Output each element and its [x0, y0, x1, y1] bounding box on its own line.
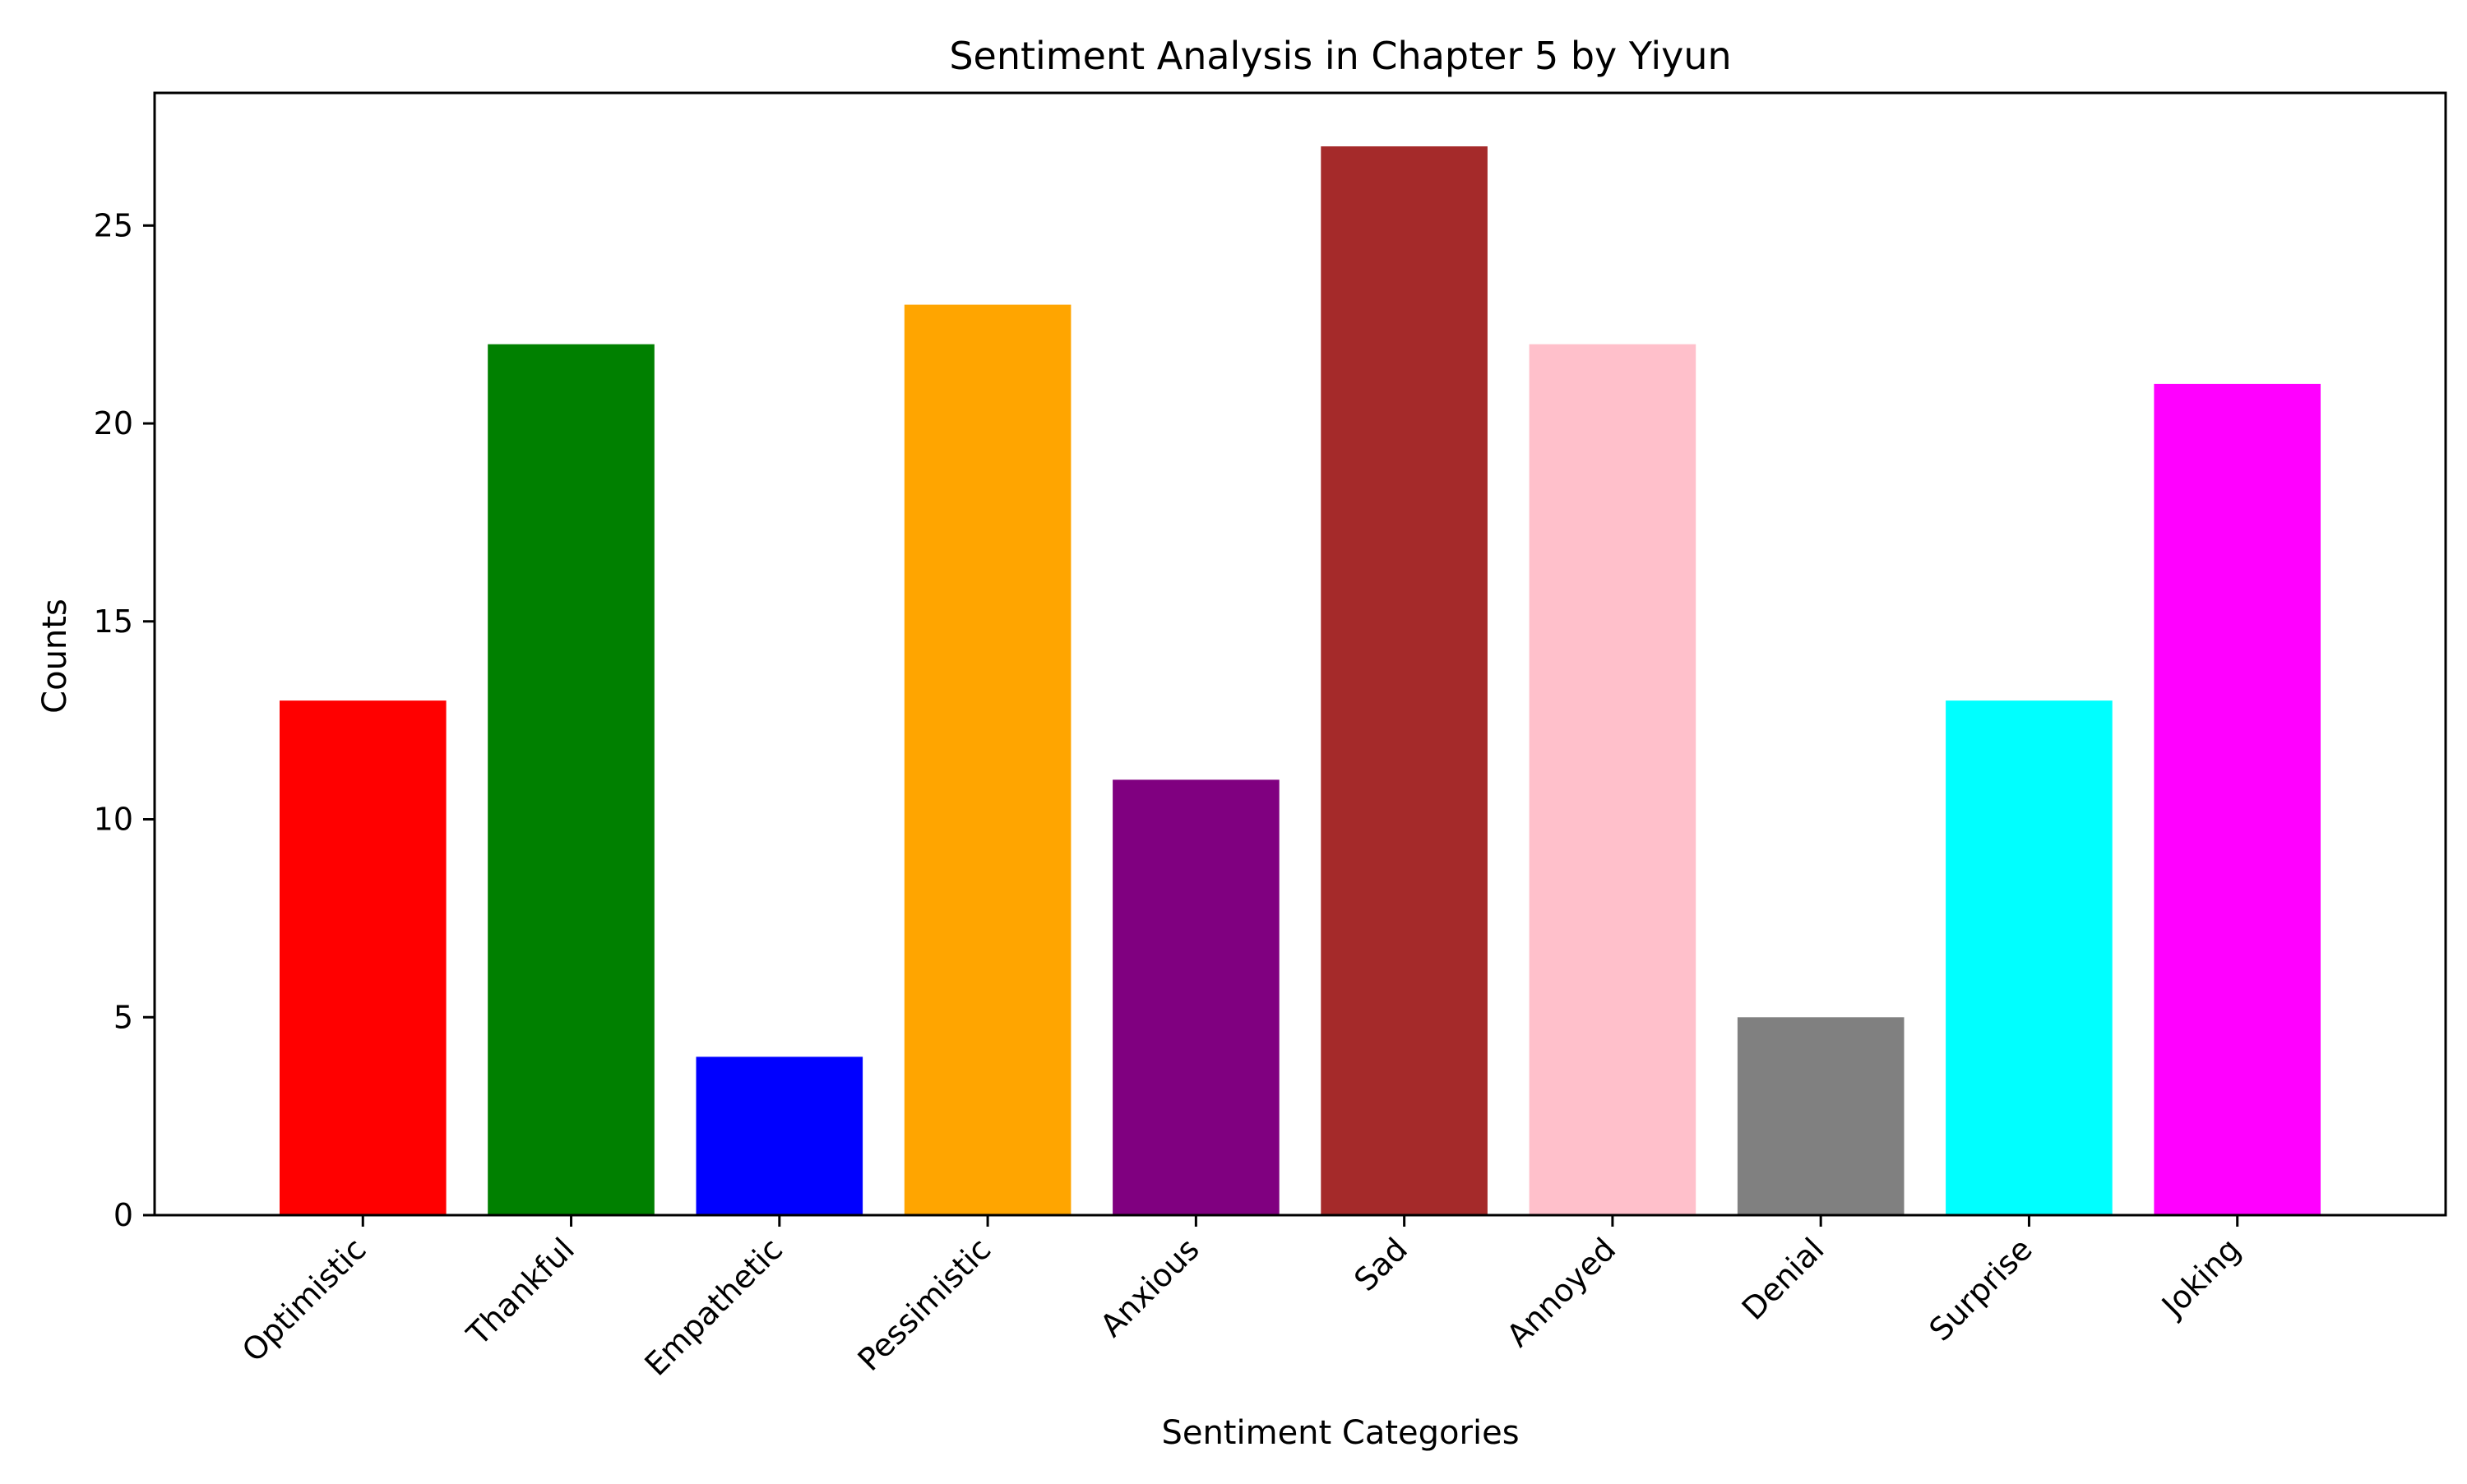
plot-frame	[153, 91, 2447, 1217]
bar-joking	[2154, 383, 2321, 1215]
y-tick-label: 10	[94, 802, 133, 838]
x-axis-label: Sentiment Categories	[1161, 1414, 1519, 1452]
bar-empathetic	[696, 1056, 863, 1215]
x-tick-label: Sad	[1347, 1231, 1414, 1298]
chart-title: Sentiment Analysis in Chapter 5 by Yiyun	[949, 34, 1731, 78]
x-tick-label: Surprise	[1922, 1231, 2039, 1348]
y-tick-label: 5	[113, 999, 133, 1035]
y-tick-label: 15	[94, 603, 133, 640]
x-axis-ticks: Optimistic Thankful Empathetic Pessimistic A…	[235, 1215, 2247, 1383]
x-tick-label: Thankful	[460, 1231, 581, 1352]
bar-denial	[1737, 1017, 1905, 1215]
bar-pessimistic	[904, 304, 1072, 1216]
y-axis-label: Counts	[36, 599, 74, 714]
bar-anxious	[1113, 779, 1280, 1215]
bar-thankful	[488, 344, 655, 1216]
x-tick-label: Anxious	[1093, 1231, 1206, 1343]
y-tick-label: 0	[113, 1197, 133, 1233]
bar-annoyed	[1529, 344, 1696, 1216]
bar-surprise	[1946, 700, 2113, 1215]
x-tick-label: Annoyed	[1500, 1231, 1622, 1353]
x-tick-label: Joking	[2154, 1231, 2247, 1325]
x-tick-label: Empathetic	[638, 1231, 790, 1383]
y-axis-ticks: 0 5 10 15 20 25	[94, 207, 155, 1233]
bar-optimistic	[280, 700, 447, 1215]
y-tick-label: 20	[94, 405, 133, 442]
x-tick-label: Denial	[1735, 1231, 1831, 1327]
y-tick-label: 25	[94, 207, 133, 243]
bar-sad	[1321, 146, 1488, 1215]
x-tick-label: Optimistic	[235, 1231, 373, 1369]
x-tick-label: Pessimistic	[851, 1231, 998, 1378]
bars	[280, 146, 2321, 1216]
